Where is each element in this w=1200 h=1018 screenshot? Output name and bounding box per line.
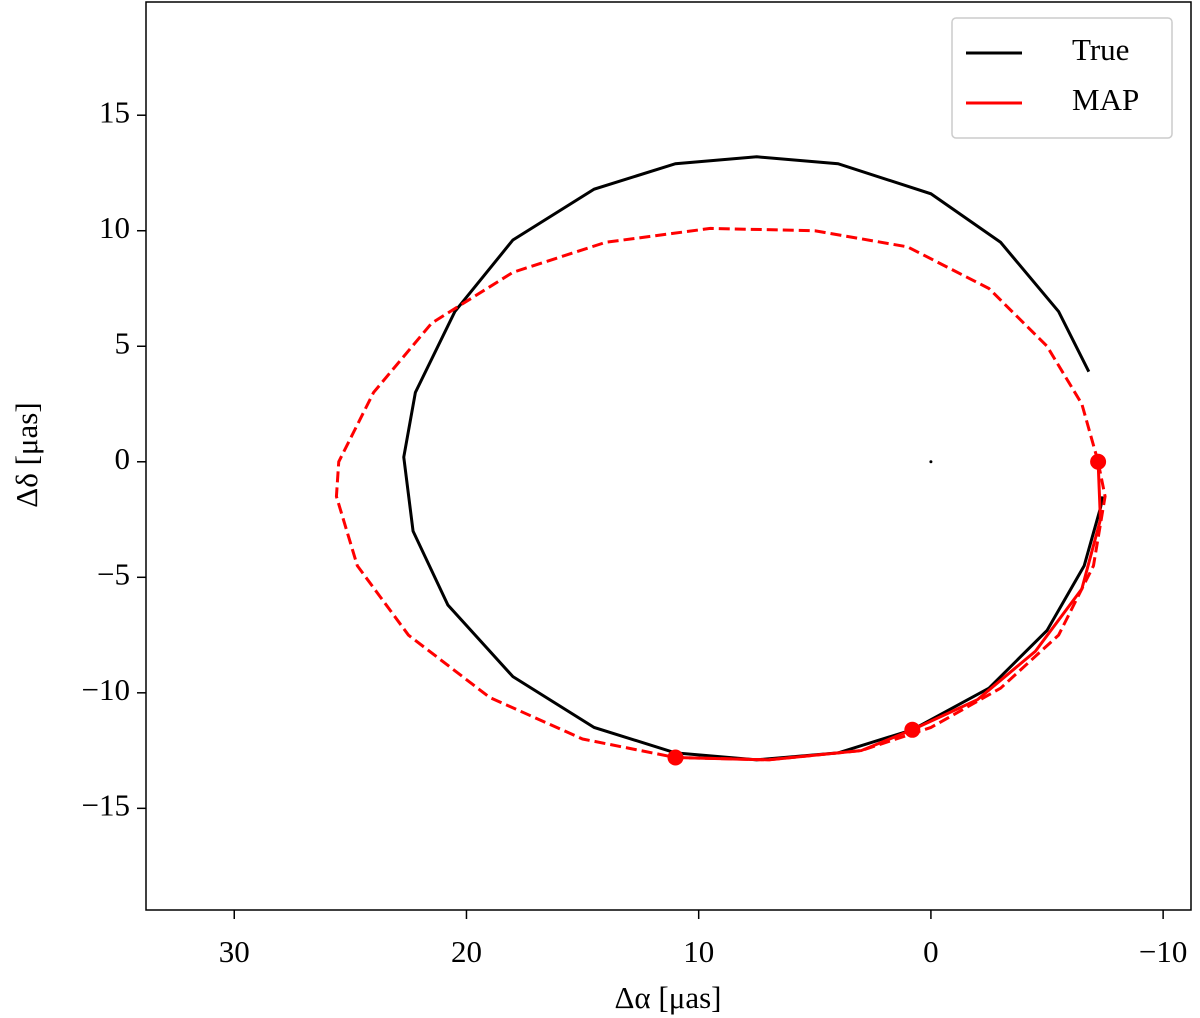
x-tick-label: 20 xyxy=(451,934,482,969)
y-axis-label: Δδ [μas] xyxy=(9,402,44,507)
series-line xyxy=(334,226,1107,762)
marker xyxy=(904,721,921,738)
x-tick-label: 0 xyxy=(923,934,939,969)
y-tick-label: 15 xyxy=(99,94,130,129)
y-tick-label: −15 xyxy=(82,787,130,822)
marker xyxy=(1090,453,1107,470)
legend-label: MAP xyxy=(1072,82,1139,117)
x-tick-label: 10 xyxy=(683,934,714,969)
y-tick-label: 0 xyxy=(115,441,131,476)
marker xyxy=(667,749,684,766)
series-line xyxy=(675,461,1102,762)
x-axis-label: Δα [μas] xyxy=(614,980,721,1015)
marker xyxy=(929,460,933,464)
y-tick-label: −10 xyxy=(82,672,130,707)
y-tick-label: 10 xyxy=(99,210,130,245)
y-tick-label: −5 xyxy=(97,556,130,591)
x-tick-label: −10 xyxy=(1139,934,1187,969)
plot-frame xyxy=(145,1,1192,911)
legend-label: True xyxy=(1072,32,1129,67)
series-line xyxy=(402,155,1105,762)
x-tick-label: 30 xyxy=(219,934,250,969)
y-tick-label: 5 xyxy=(115,325,131,360)
legend-box xyxy=(951,17,1173,139)
